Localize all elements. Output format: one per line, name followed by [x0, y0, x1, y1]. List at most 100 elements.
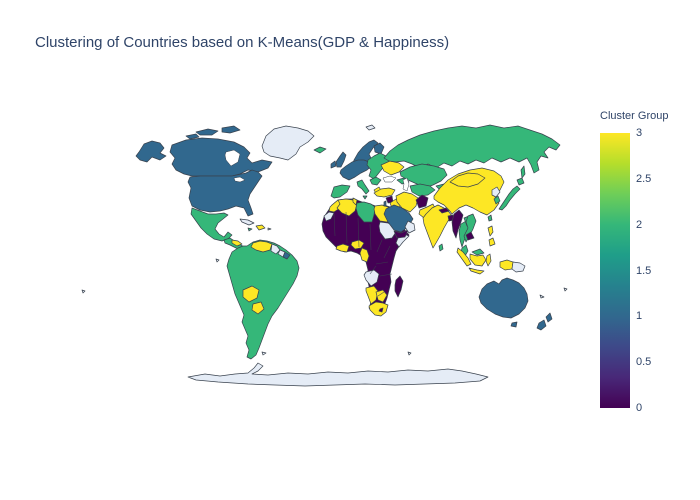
country-finland[interactable]: [373, 142, 385, 155]
country-nepal[interactable]: [438, 207, 450, 214]
country-sakhalin[interactable]: [520, 165, 526, 179]
country-south-america[interactable]: [226, 239, 300, 360]
country-east-europe[interactable]: [366, 152, 391, 180]
country-west-papua[interactable]: [499, 259, 514, 271]
country-philippines-luzon[interactable]: [487, 225, 494, 237]
country-mexico[interactable]: [190, 207, 233, 242]
country-hokkaido[interactable]: [516, 177, 525, 186]
country-sri-lanka[interactable]: [438, 243, 444, 252]
country-ivory-ghana[interactable]: [335, 243, 350, 253]
country-namibia[interactable]: [365, 285, 379, 305]
country-turkey[interactable]: [373, 187, 396, 198]
country-italy[interactable]: [356, 179, 370, 195]
country-north-korea[interactable]: [491, 186, 501, 198]
country-pacific-speck[interactable]: [81, 289, 86, 294]
country-java[interactable]: [468, 267, 485, 275]
country-puerto-rico[interactable]: [267, 227, 272, 231]
country-canada-arctic-2[interactable]: [221, 125, 241, 134]
country-uk[interactable]: [335, 151, 347, 168]
country-hispaniola[interactable]: [255, 224, 266, 231]
country-cameroon-gabon[interactable]: [359, 247, 370, 263]
internal-country-border: [383, 245, 391, 259]
country-sicily[interactable]: [362, 195, 368, 200]
country-madagascar[interactable]: [394, 275, 404, 298]
country-nz-south[interactable]: [536, 319, 547, 331]
colorbar-gradient: [600, 133, 630, 408]
country-paraguay[interactable]: [251, 301, 265, 315]
colorbar-tick-label: 3: [636, 127, 643, 139]
country-south-korea[interactable]: [493, 195, 501, 205]
country-western-sahara[interactable]: [323, 211, 335, 222]
country-botswana[interactable]: [375, 289, 388, 303]
country-mongolia[interactable]: [449, 172, 486, 188]
country-angola[interactable]: [363, 269, 380, 287]
country-yemen[interactable]: [393, 229, 409, 239]
country-indonesia-sumatra[interactable]: [456, 247, 472, 267]
country-indonesia-borneo[interactable]: [469, 253, 487, 267]
country-honduras[interactable]: [231, 239, 243, 247]
colorbar-title: Cluster Group: [600, 110, 669, 122]
country-iberia[interactable]: [330, 184, 351, 199]
internal-country-border: [377, 291, 385, 297]
country-japan[interactable]: [498, 185, 521, 211]
country-myanmar[interactable]: [451, 209, 464, 239]
water-hudson-bay: [224, 149, 241, 167]
country-nz-north[interactable]: [545, 312, 553, 323]
internal-country-border: [379, 273, 393, 277]
internal-country-border: [357, 217, 360, 248]
country-algeria[interactable]: [336, 198, 358, 217]
country-iran[interactable]: [395, 191, 419, 213]
country-svalbard[interactable]: [365, 124, 376, 131]
colorbar-tick-label: 2.5: [636, 172, 652, 185]
country-canada-arctic-1[interactable]: [195, 128, 219, 136]
water-great-lakes: [233, 176, 246, 183]
country-iceland[interactable]: [313, 146, 327, 154]
country-uzbek-turkmen[interactable]: [409, 183, 436, 197]
country-galapagos[interactable]: [215, 258, 220, 263]
internal-country-border: [369, 223, 372, 251]
country-png[interactable]: [511, 261, 526, 273]
country-bolivia[interactable]: [242, 285, 260, 303]
country-french-guiana[interactable]: [282, 251, 291, 260]
country-australia[interactable]: [478, 277, 529, 319]
country-tunisia[interactable]: [352, 197, 358, 206]
country-russia[interactable]: [383, 124, 561, 174]
colorbar-tick-label: 2: [636, 218, 643, 231]
country-india[interactable]: [422, 204, 453, 249]
country-greenland[interactable]: [261, 125, 315, 161]
country-kerguelen[interactable]: [407, 351, 412, 356]
country-afghanistan[interactable]: [415, 194, 429, 209]
internal-country-border: [345, 211, 348, 244]
country-falklands[interactable]: [261, 351, 267, 356]
country-canada-arctic-3[interactable]: [185, 133, 200, 140]
country-antarctica[interactable]: [187, 362, 489, 387]
country-philippines-mindanao[interactable]: [488, 237, 496, 247]
country-canada[interactable]: [169, 137, 273, 177]
country-south-africa[interactable]: [368, 301, 389, 317]
country-tasmania[interactable]: [510, 321, 518, 328]
country-kazakhstan[interactable]: [399, 163, 448, 189]
country-venezuela[interactable]: [250, 240, 273, 253]
country-ireland[interactable]: [330, 160, 337, 169]
country-balkans[interactable]: [369, 176, 382, 186]
country-usa[interactable]: [187, 169, 263, 217]
country-lesotho[interactable]: [378, 307, 384, 313]
country-israel[interactable]: [383, 200, 387, 207]
country-alaska[interactable]: [135, 140, 167, 163]
country-cuba[interactable]: [239, 218, 255, 226]
country-sulawesi[interactable]: [485, 253, 492, 267]
colorbar-tick-label: 1.5: [636, 264, 652, 277]
country-taiwan[interactable]: [487, 214, 493, 222]
country-guyana[interactable]: [270, 243, 281, 255]
country-borneo-malaysia[interactable]: [471, 248, 485, 256]
country-jamaica[interactable]: [247, 227, 253, 232]
chart-title: Clustering of Countries based on K-Means…: [35, 34, 450, 51]
country-fiji[interactable]: [563, 287, 568, 292]
country-new-caledonia[interactable]: [539, 294, 545, 299]
country-cambodia[interactable]: [465, 231, 475, 241]
country-libya[interactable]: [355, 201, 376, 223]
country-oman[interactable]: [404, 220, 416, 234]
country-china[interactable]: [433, 167, 505, 216]
